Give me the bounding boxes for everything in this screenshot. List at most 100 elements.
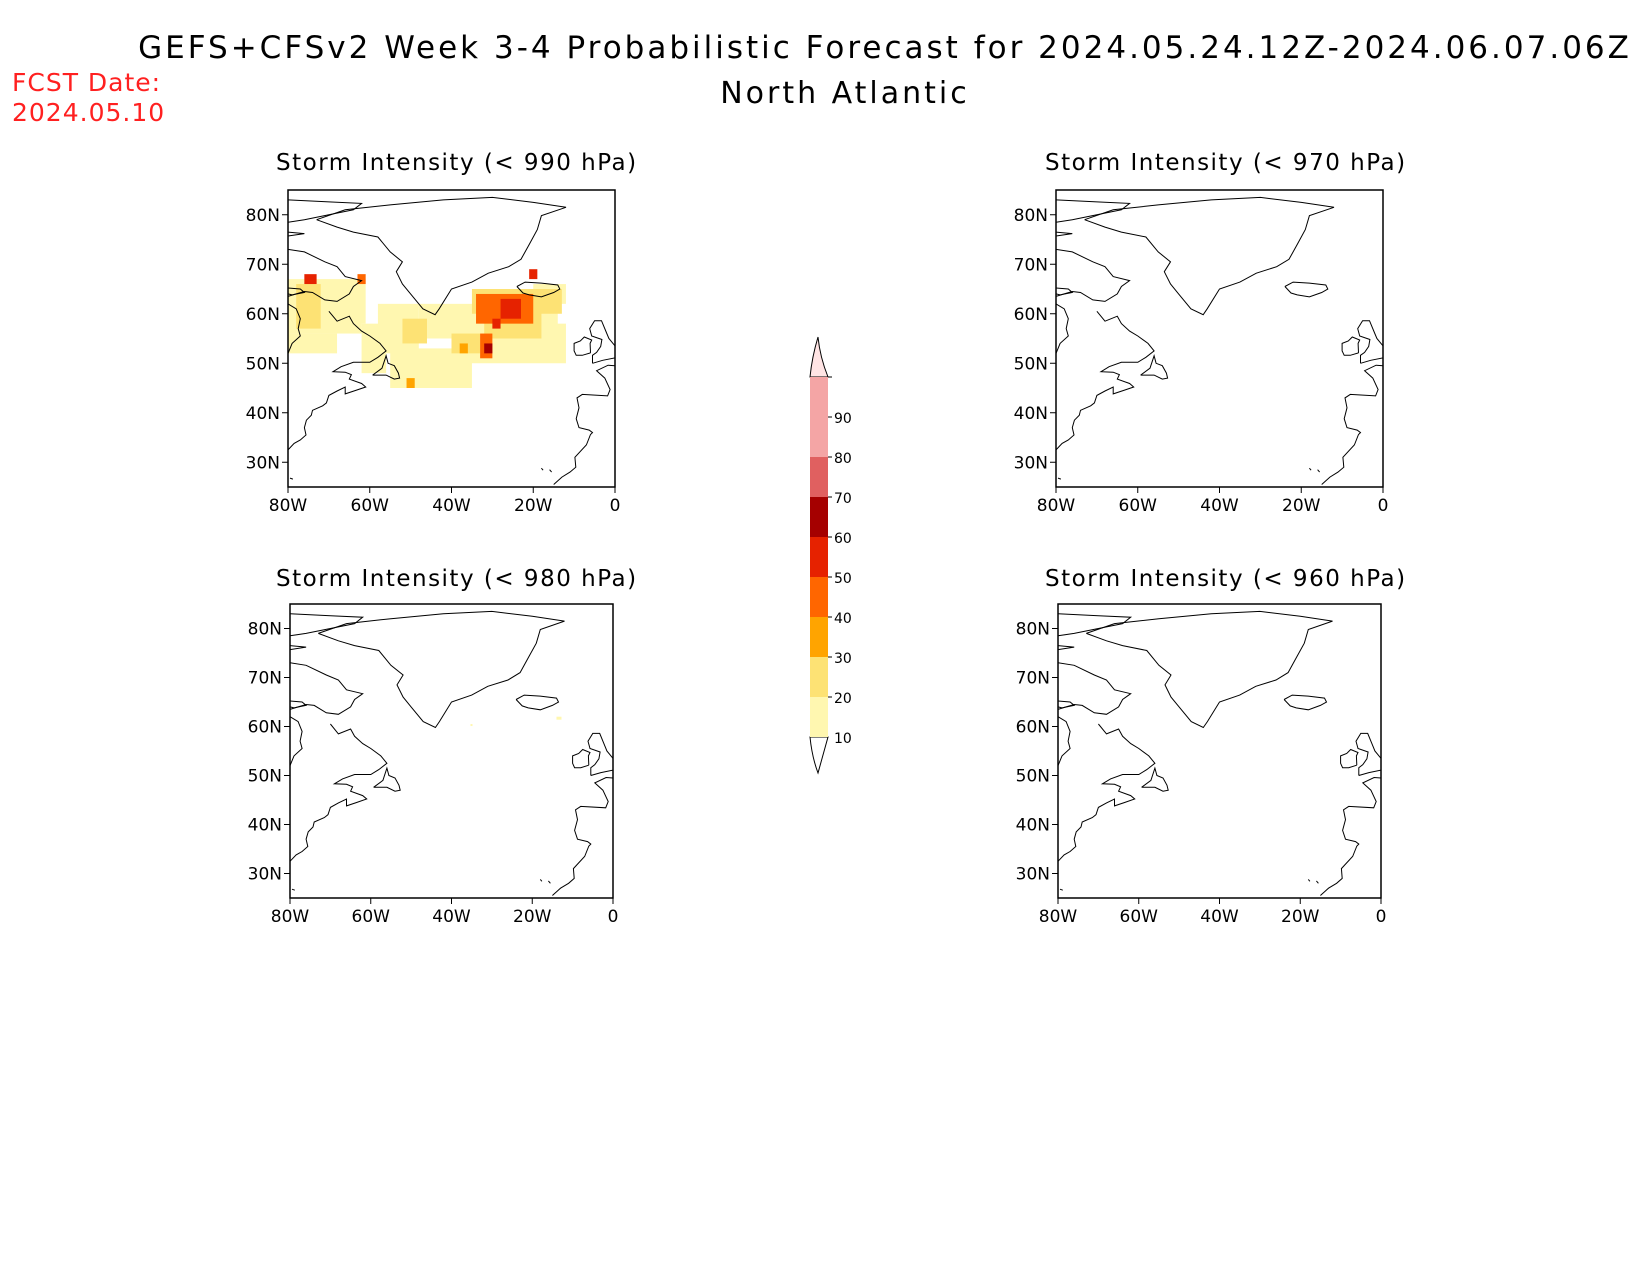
probability-cell xyxy=(484,343,493,354)
lon-tick-label: 60W xyxy=(351,496,390,516)
colorbar-label: 60 xyxy=(834,531,852,547)
coastline xyxy=(288,310,387,451)
lat-tick-label: 30N xyxy=(248,865,282,885)
colorbar-label: 90 xyxy=(834,411,852,427)
lon-tick-label: 0 xyxy=(608,907,619,927)
coastline xyxy=(589,320,615,364)
map-panel-960: 30N 40N 50N 60N 70N 80N 80W 60W 40W 20W 0 xyxy=(1016,603,1387,927)
coastline xyxy=(1309,467,1312,471)
coastline xyxy=(587,732,613,776)
colorbar-label: 70 xyxy=(834,491,852,507)
lat-tick-label: 60N xyxy=(1016,718,1050,738)
coastline xyxy=(552,776,613,896)
colorbar-box xyxy=(810,617,828,657)
lon-tick-label: 60W xyxy=(1119,496,1158,516)
coastline xyxy=(1284,281,1329,298)
colorbar-box xyxy=(810,537,828,577)
colorbar: 10 20 30 40 50 60 70 80 90 xyxy=(809,336,852,775)
coastline xyxy=(288,231,305,237)
lon-tick-label: 20W xyxy=(514,496,553,516)
coastline xyxy=(1307,879,1311,882)
colorbar-label: 40 xyxy=(834,611,852,627)
probability-cell xyxy=(390,348,472,388)
coastline xyxy=(1056,310,1155,451)
coastline xyxy=(1321,364,1383,485)
lon-tick-label: 0 xyxy=(610,496,621,516)
coastline xyxy=(288,199,363,223)
coastline xyxy=(290,662,364,715)
probability-cell xyxy=(529,269,538,280)
lat-tick-label: 70N xyxy=(1014,255,1048,275)
map-panel-980: 30N 40N 50N 60N 70N 80N 80W 60W 40W 20W 0 xyxy=(248,603,619,927)
lat-tick-label: 40N xyxy=(246,404,280,424)
colorbar-label: 10 xyxy=(834,731,852,747)
coastline xyxy=(1357,320,1383,364)
panel-title-990: Storm Intensity (< 990 hPa) xyxy=(276,150,638,176)
probability-cell xyxy=(470,724,473,727)
coastline xyxy=(573,336,593,356)
coastline xyxy=(516,281,561,298)
lat-tick-label: 60N xyxy=(248,718,282,738)
lon-tick-label: 40W xyxy=(1200,496,1239,516)
coastline xyxy=(290,613,365,637)
coastline xyxy=(1086,610,1333,729)
lat-tick-label: 50N xyxy=(246,354,280,374)
probability-cell xyxy=(406,378,415,388)
lat-tick-label: 50N xyxy=(1014,354,1048,374)
coastline xyxy=(290,723,388,862)
coastline xyxy=(572,748,591,769)
probability-cell xyxy=(500,298,521,319)
probability-cell xyxy=(345,279,366,324)
panel-title-970: Storm Intensity (< 970 hPa) xyxy=(1045,150,1407,176)
coastline xyxy=(288,303,301,354)
coastline xyxy=(291,888,295,891)
coastline xyxy=(1141,766,1169,792)
coastline xyxy=(1084,196,1335,316)
lat-tick-label: 40N xyxy=(1014,404,1048,424)
coastline xyxy=(290,645,307,651)
lat-tick-label: 80N xyxy=(1014,206,1048,226)
lat-tick-label: 50N xyxy=(1016,767,1050,787)
lat-tick-label: 40N xyxy=(248,816,282,836)
coastline xyxy=(549,469,552,473)
colorbar-box xyxy=(810,657,828,697)
colorbar-lower-end xyxy=(809,736,829,775)
lat-tick-label: 50N xyxy=(248,767,282,787)
probability-cell xyxy=(304,274,317,285)
lon-tick-label: 20W xyxy=(513,907,552,927)
colorbar-box xyxy=(810,457,828,497)
colorbar-box xyxy=(810,377,828,417)
coastline xyxy=(1056,199,1131,223)
coastline xyxy=(1059,888,1063,891)
lat-tick-label: 70N xyxy=(1016,669,1050,689)
coastline xyxy=(1283,694,1328,711)
lat-tick-label: 60N xyxy=(246,305,280,325)
coastline xyxy=(1355,732,1381,776)
coastline xyxy=(1058,723,1156,862)
colorbar-label: 80 xyxy=(834,451,852,467)
lat-tick-label: 70N xyxy=(246,255,280,275)
lon-tick-label: 80W xyxy=(269,496,308,516)
lat-tick-label: 40N xyxy=(1016,816,1050,836)
probability-cell xyxy=(288,333,338,354)
colorbar-box xyxy=(810,577,828,617)
colorbar-box xyxy=(810,697,828,737)
lon-tick-label: 40W xyxy=(1200,907,1239,927)
coastline xyxy=(1058,700,1076,709)
lat-tick-label: 30N xyxy=(1014,453,1048,473)
colorbar-label: 30 xyxy=(834,651,852,667)
probability-cell xyxy=(357,274,366,285)
forecast-date-label: FCST Date: xyxy=(12,68,162,97)
lat-tick-label: 70N xyxy=(248,669,282,689)
lat-tick-label: 30N xyxy=(1016,865,1050,885)
lon-tick-label: 0 xyxy=(1376,907,1387,927)
probability-cell xyxy=(451,333,481,354)
colorbar-label: 50 xyxy=(834,571,852,587)
coastline xyxy=(318,610,565,729)
map-frame xyxy=(289,603,614,899)
coastline xyxy=(1341,336,1361,356)
lon-tick-label: 20W xyxy=(1281,907,1320,927)
probability-cell xyxy=(492,318,501,329)
coastline xyxy=(290,700,308,709)
